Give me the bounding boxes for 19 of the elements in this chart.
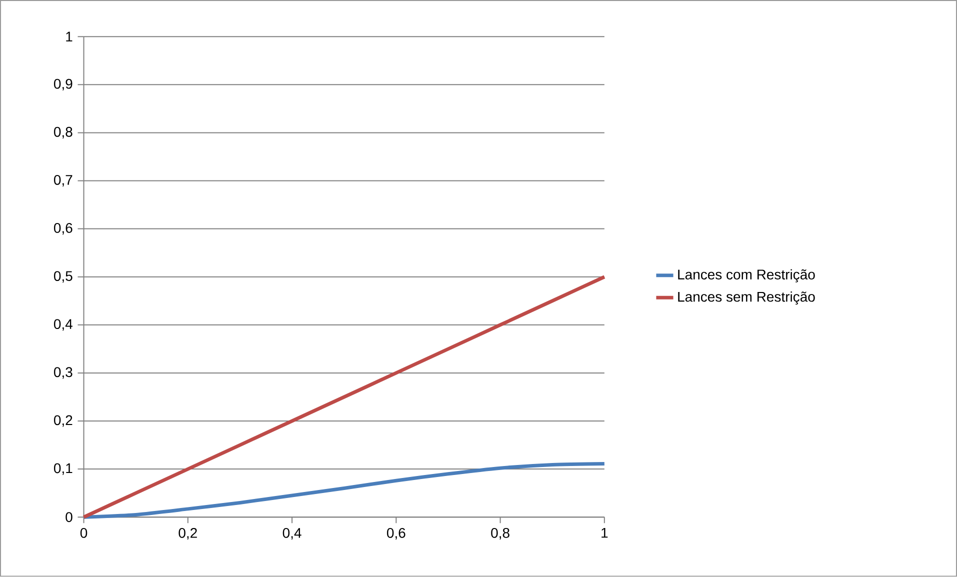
y-tick-label: 0,3 [54,367,72,379]
y-tick-label: 0,1 [54,463,72,475]
x-tick-label: 1 [602,528,608,538]
x-tick-label: 0,8 [491,528,510,540]
y-tick-label: 0,8 [54,127,72,139]
x-tick-label: 0 [80,528,88,538]
y-tick-label: 1 [66,32,72,42]
legend-label: Lances sem Restrição [678,292,815,305]
y-tick-label: 0,2 [54,415,72,427]
y-tick-label: 0,7 [54,175,72,187]
x-tick-label: 0,6 [386,528,406,540]
x-tick-label: 0,2 [178,528,197,540]
y-tick-label: 0 [66,512,72,522]
x-tick-label: 0,4 [282,528,302,540]
y-tick-label: 0,5 [54,271,72,283]
y-tick-label: 0,4 [54,319,72,331]
legend-label: Lances com Restrição [678,269,815,282]
y-tick-label: 0,9 [54,78,72,91]
y-tick-label: 0,6 [54,223,72,235]
